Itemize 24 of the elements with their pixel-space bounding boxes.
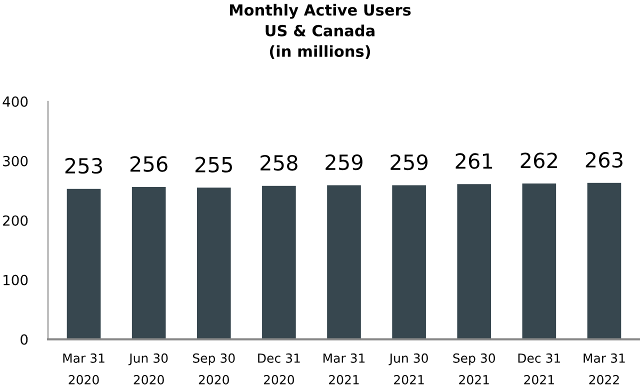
x-tick-label: Jun 30 2021 bbox=[388, 353, 428, 384]
data-label: 262 bbox=[520, 152, 557, 168]
data-label: 255 bbox=[196, 156, 232, 172]
y-tick-label: 100 bbox=[4, 274, 28, 286]
data-label: 253 bbox=[65, 158, 102, 174]
x-tick-label: Sep 30 2020 bbox=[192, 353, 235, 384]
data-label: 261 bbox=[456, 153, 492, 169]
x-tick-label: Mar 31 2021 bbox=[323, 353, 365, 384]
x-tick-label: Sep 30 2021 bbox=[453, 353, 495, 384]
data-label: 259 bbox=[390, 154, 428, 170]
x-tick-label: Mar 31 2022 bbox=[584, 353, 625, 384]
data-label: 259 bbox=[326, 154, 362, 170]
x-tick-label: Jun 30 2020 bbox=[128, 353, 168, 384]
chart-title: Monthly Active Users US & Canada (in millions) bbox=[230, 4, 411, 59]
data-label: 258 bbox=[260, 154, 298, 171]
x-tick-label: Dec 31 2021 bbox=[518, 353, 560, 384]
x-tick-label: Mar 31 2020 bbox=[63, 353, 104, 384]
x-tick-label: Dec 31 2020 bbox=[258, 353, 300, 384]
data-label: 263 bbox=[586, 152, 622, 168]
y-tick-label: 300 bbox=[3, 156, 28, 166]
y-tick-label: 400 bbox=[2, 96, 28, 107]
data-label: 256 bbox=[130, 156, 168, 172]
y-tick-label: 0 bbox=[20, 334, 28, 345]
y-tick-label: 200 bbox=[3, 215, 28, 226]
